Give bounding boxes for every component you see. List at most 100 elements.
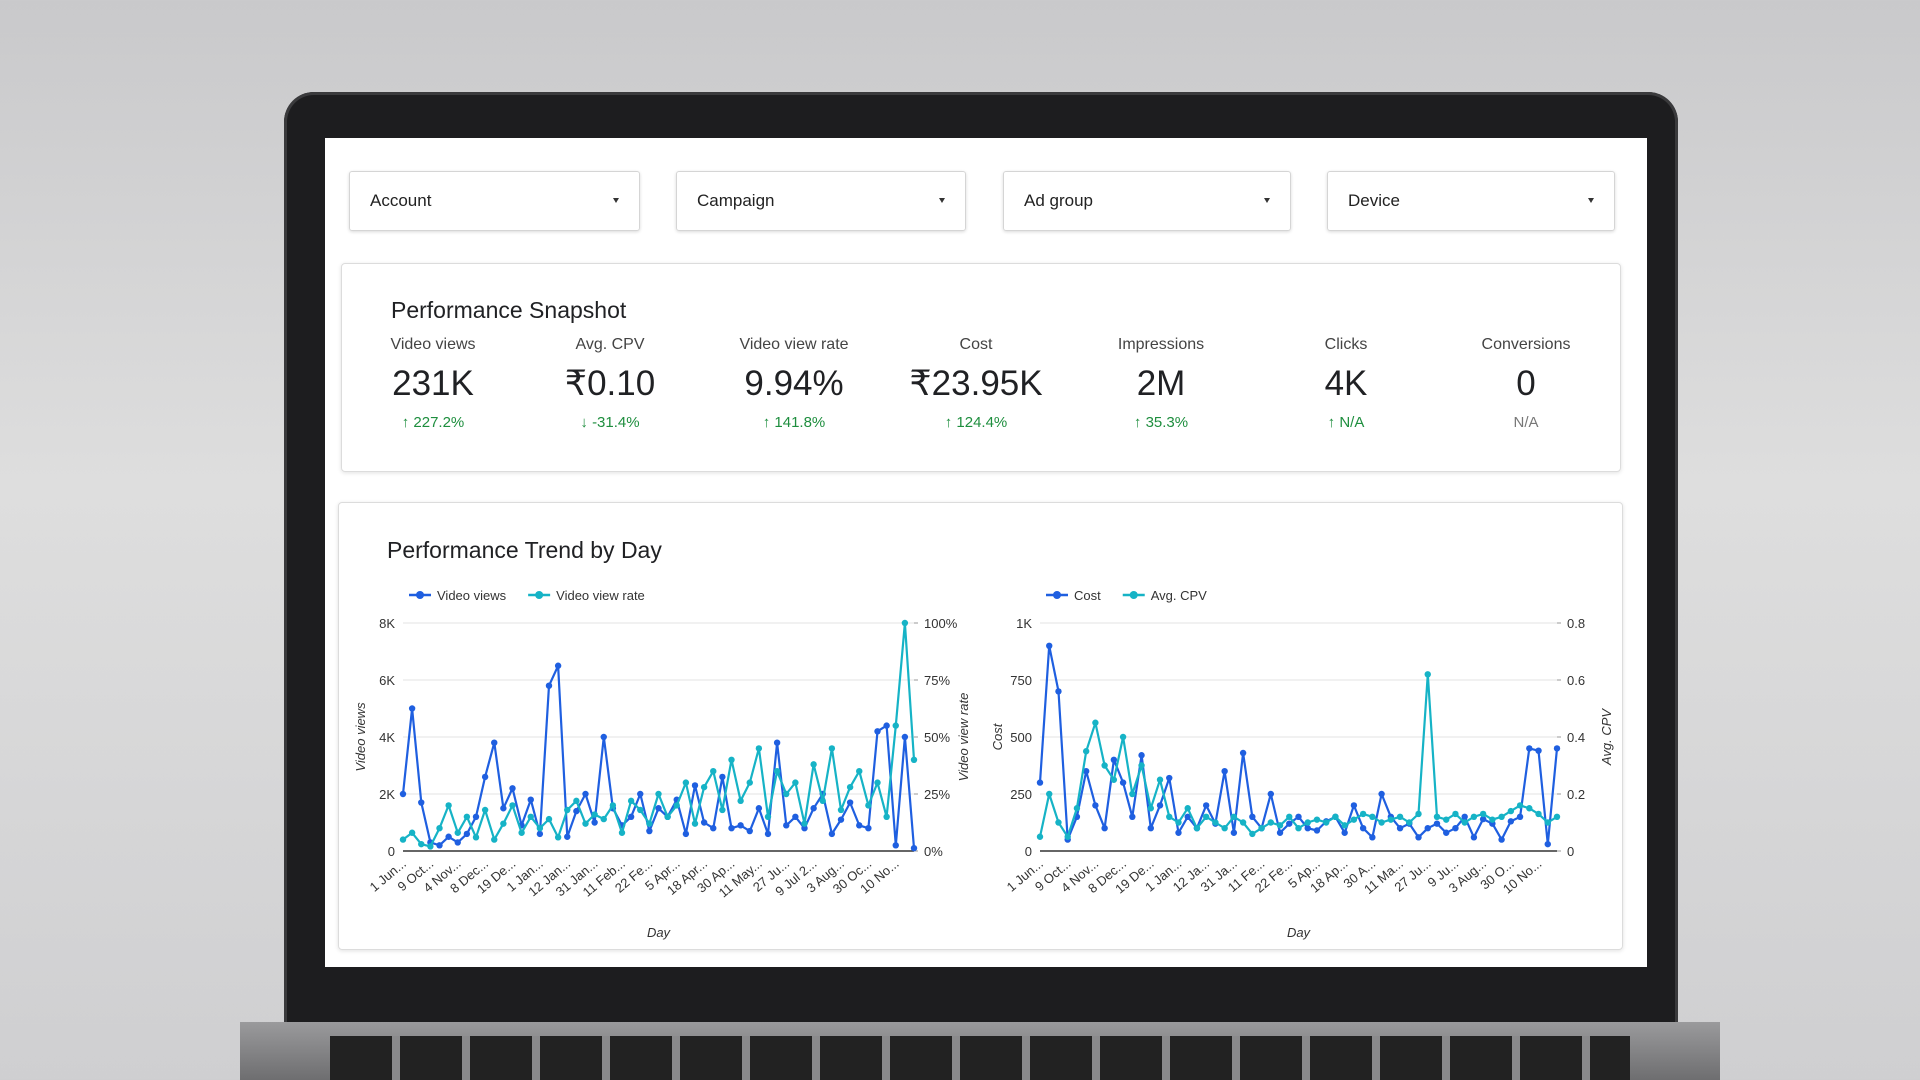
metric-change: ↑ 141.8% (709, 414, 879, 431)
data-point (691, 782, 699, 789)
data-point (755, 745, 763, 752)
data-point (783, 790, 790, 798)
data-point (1516, 813, 1524, 820)
data-point (856, 822, 863, 829)
legend-dot (535, 591, 544, 599)
data-point (1295, 825, 1302, 832)
data-point (700, 819, 708, 826)
data-point (1461, 819, 1468, 826)
data-point (582, 790, 589, 798)
data-point (710, 768, 717, 775)
data-point (901, 733, 909, 741)
data-point (1553, 813, 1561, 820)
legend-dot (1129, 591, 1138, 599)
data-point (1507, 807, 1515, 815)
filter-label: Account (370, 191, 432, 210)
data-point (399, 836, 407, 843)
data-point (792, 779, 799, 786)
y-tick-label: 500 (1010, 730, 1032, 745)
filter-dropdown[interactable]: Account (349, 171, 640, 231)
data-point (1470, 813, 1478, 820)
data-point (1516, 802, 1524, 809)
data-point (427, 843, 434, 850)
filter-dropdown[interactable]: Ad group (1003, 171, 1291, 231)
data-point (1055, 819, 1062, 826)
data-point (1350, 816, 1358, 823)
metric-label: Video view rate (739, 336, 849, 353)
data-point (500, 805, 507, 812)
data-point (810, 805, 817, 812)
data-point (737, 797, 744, 805)
data-point (1230, 813, 1238, 820)
data-point (418, 840, 425, 848)
y-axis-title: Cost (990, 722, 1005, 750)
filter-dropdown[interactable]: Campaign (676, 171, 966, 231)
data-point (472, 813, 480, 820)
data-point (691, 820, 699, 827)
data-point (509, 802, 516, 809)
y2-axis-title: Avg. CPV (1599, 708, 1614, 766)
data-point (792, 813, 799, 820)
data-point (673, 802, 680, 809)
data-point (609, 802, 617, 809)
data-point (1452, 825, 1459, 832)
data-point (874, 779, 881, 786)
metric-label: Conversions (1481, 336, 1571, 353)
data-point (582, 820, 589, 827)
y-tick-label: 8K (379, 616, 395, 631)
data-point (828, 745, 836, 752)
data-point (746, 827, 753, 835)
data-point (773, 768, 781, 775)
data-point (1110, 776, 1118, 783)
metric-value: 9.94% (744, 364, 844, 403)
data-point (1147, 805, 1154, 812)
metric-change: ↑ N/A (1261, 414, 1431, 431)
data-point (408, 705, 416, 712)
data-point (1378, 819, 1385, 826)
data-point (1350, 802, 1358, 809)
y-tick-label: 750 (1010, 673, 1032, 688)
trend-arrow: ↑ (762, 414, 775, 431)
y-tick-label: 2K (379, 787, 395, 802)
data-point (646, 827, 653, 835)
metric-value: 0 (1516, 364, 1536, 403)
filter-label: Campaign (697, 191, 775, 210)
data-point (627, 797, 635, 805)
trend-card: Performance Trend by Day 0 2K 4K 6K 8K 0% 25% 5… (338, 502, 1623, 950)
data-point (1498, 813, 1505, 820)
data-point (399, 790, 407, 798)
x-axis-title: Day (647, 925, 672, 940)
data-point (810, 761, 817, 768)
change-text: -31.4% (592, 414, 640, 431)
change-text: 141.8% (774, 414, 826, 431)
y-tick-label: 1K (1016, 616, 1032, 631)
data-point (664, 813, 671, 820)
metric-value: 231K (392, 364, 474, 403)
data-point (764, 830, 772, 838)
data-point (1553, 745, 1561, 752)
card-title: Performance Trend by Day (387, 537, 662, 563)
data-point (1193, 825, 1201, 832)
data-point (1369, 813, 1376, 820)
data-point (646, 820, 653, 827)
data-point (436, 842, 443, 849)
data-point (837, 816, 845, 823)
data-point (773, 739, 781, 746)
metric-label: Clicks (1324, 336, 1368, 353)
data-point (1092, 802, 1099, 809)
data-point (682, 830, 690, 838)
y2-axis-title: Video view rate (956, 693, 971, 782)
data-point (408, 829, 416, 836)
data-point (554, 662, 562, 669)
data-point (627, 813, 635, 820)
filter-dropdown[interactable]: Device (1327, 171, 1615, 231)
trend-charts: 0 2K 4K 6K 8K 0% 25% 50% 75% 100% Video views Video… (353, 588, 1614, 940)
data-point (1304, 825, 1311, 832)
data-point (1202, 813, 1210, 820)
metric-change: ↑ 124.4% (891, 414, 1061, 431)
y-tick-label: 0 (1025, 844, 1032, 859)
y2-tick-label: 0.6 (1567, 673, 1585, 688)
data-point (1138, 752, 1145, 759)
data-point (1212, 819, 1219, 826)
y-axis-title: Video views (353, 702, 368, 772)
